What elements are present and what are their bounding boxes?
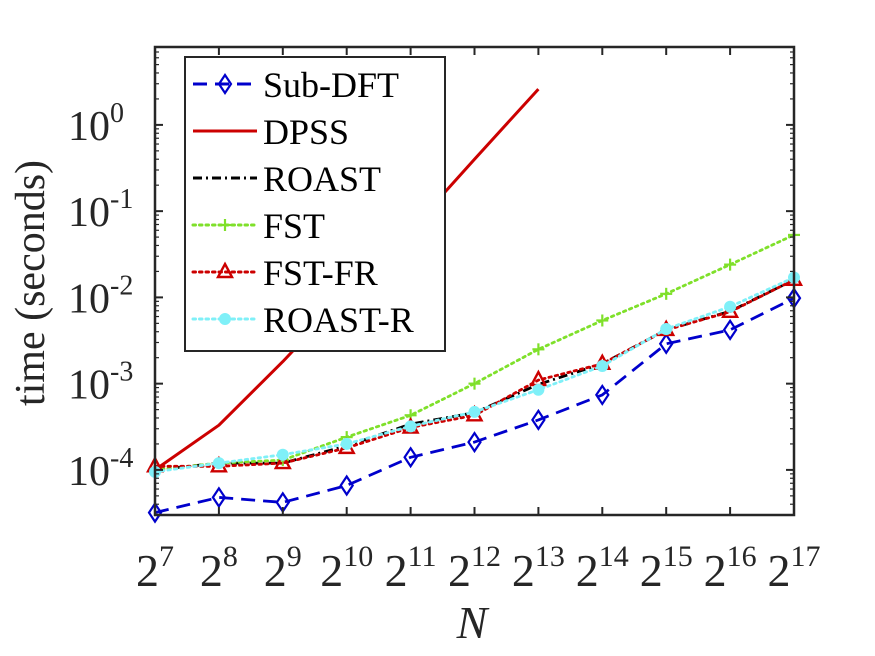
data-point-roast-r-4	[404, 420, 417, 433]
data-point-roast-r-1	[212, 457, 225, 470]
data-point-sub-dft-0	[147, 501, 163, 524]
data-point-sub-dft-4-shape	[403, 446, 418, 469]
legend-label-sub-dft: Sub-DFT	[263, 65, 399, 105]
data-point-roast-r-2-shape	[276, 448, 289, 461]
data-point-roast-r-7-shape	[596, 360, 609, 373]
legend-marker-sub-dft-shape	[217, 73, 233, 95]
data-point-roast-r-2	[276, 448, 289, 461]
legend: Sub-DFT DPSS ROAST FST FST-FR ROAST-R	[184, 56, 446, 352]
data-point-roast-r-5-shape	[468, 405, 481, 418]
data-point-sub-dft-5	[467, 431, 482, 454]
x-tick-label-8: 215	[640, 540, 693, 596]
legend-item-roast-r: ROAST-R	[191, 300, 414, 340]
x-tick-label-0: 27	[136, 540, 174, 596]
data-point-roast-r-6	[532, 383, 545, 396]
legend-item-dpss: DPSS	[193, 112, 349, 152]
data-point-fst-7	[596, 314, 609, 327]
x-tick-label-5: 212	[448, 540, 501, 596]
series-sub-dft	[147, 287, 802, 524]
data-point-roast-r-3	[340, 437, 353, 450]
x-tick-label-7: 214	[576, 540, 629, 596]
data-point-roast-r-8-shape	[660, 323, 673, 336]
data-point-roast-r-4-shape	[404, 420, 417, 433]
legend-label-fst-fr: FST-FR	[263, 253, 378, 293]
x-tick-label-3: 210	[320, 540, 373, 596]
y-tick-label-1: 10-3	[68, 357, 133, 409]
data-point-sub-dft-9-shape	[722, 318, 738, 341]
data-point-fst-fr-2	[273, 452, 292, 470]
legend-item-fst-fr: FST-FR	[191, 253, 378, 293]
data-point-roast-r-9-shape	[724, 300, 737, 313]
data-point-sub-dft-5-shape	[467, 431, 482, 454]
data-point-roast-r-9	[724, 300, 737, 313]
data-point-sub-dft-7	[594, 383, 610, 406]
axes: 27 28 29 210 211 212 213 214 215 216 217 10-4 10-3 10…	[68, 45, 821, 596]
legend-marker-roast-r-shape	[219, 313, 231, 325]
legend-item-fst: FST	[191, 206, 325, 246]
data-point-sub-dft-8	[658, 332, 674, 355]
data-point-sub-dft-3-shape	[339, 474, 355, 497]
x-axis-label: N	[456, 597, 490, 648]
data-point-roast-r-7	[596, 360, 609, 373]
data-point-sub-dft-3	[339, 474, 355, 497]
data-point-fst-fr-2-shape	[273, 452, 292, 470]
plot-area	[145, 88, 804, 524]
legend-item-sub-dft: Sub-DFT	[193, 65, 399, 105]
legend-label-fst: FST	[263, 206, 325, 246]
y-tick-label-0: 10-4	[68, 443, 133, 495]
legend-marker-roast-r	[219, 313, 231, 325]
data-point-sub-dft-8-shape	[658, 332, 674, 355]
data-point-roast-r-5	[468, 405, 481, 418]
data-point-roast-r-6-shape	[532, 383, 545, 396]
legend-marker-fst	[219, 219, 231, 231]
legend-marker-sub-dft	[217, 73, 233, 95]
y-tick-label-4: 100	[68, 98, 124, 150]
legend-marker-fst-fr-shape	[215, 261, 235, 279]
data-point-fst-9	[724, 258, 737, 271]
data-point-sub-dft-0-shape	[147, 501, 163, 524]
legend-item-roast: ROAST	[193, 159, 381, 199]
series-roast-r	[149, 271, 800, 478]
data-point-sub-dft-6	[531, 408, 546, 431]
data-point-roast-r-8	[660, 323, 673, 336]
x-tick-label-6: 213	[512, 540, 565, 596]
legend-label-roast-r: ROAST-R	[263, 300, 414, 340]
data-point-fst-6	[532, 343, 545, 356]
x-tick-label-4: 211	[385, 540, 437, 596]
data-point-sub-dft-1-shape	[211, 486, 227, 509]
data-point-roast-r-1-shape	[212, 457, 225, 470]
legend-box	[184, 56, 446, 352]
x-tick-label-10: 217	[768, 540, 821, 596]
series-line-sub-dft	[154, 296, 795, 514]
data-point-roast-r-3-shape	[340, 437, 353, 450]
data-point-fst-5	[468, 377, 481, 390]
legend-marker-fst-fr	[215, 261, 235, 279]
data-point-sub-dft-7-shape	[594, 383, 610, 406]
y-tick-label-2: 10-2	[68, 270, 133, 322]
x-tick-label-1: 28	[200, 540, 238, 596]
data-point-sub-dft-9	[722, 318, 738, 341]
data-point-sub-dft-4	[403, 446, 418, 469]
y-tick-label-3: 10-1	[68, 184, 133, 236]
data-point-sub-dft-1	[211, 486, 227, 509]
data-point-sub-dft-6-shape	[531, 408, 546, 431]
x-tick-label-2: 29	[264, 540, 302, 596]
y-axis-label: time (seconds)	[8, 160, 54, 406]
data-point-fst-8	[660, 287, 673, 300]
legend-label-dpss: DPSS	[263, 112, 349, 152]
x-tick-label-9: 216	[704, 540, 757, 596]
legend-label-roast: ROAST	[263, 159, 381, 199]
